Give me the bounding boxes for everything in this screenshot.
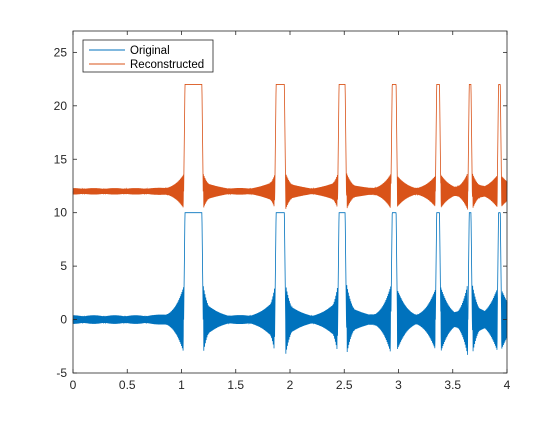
- legend: Original Reconstructed: [82, 39, 214, 73]
- y-tick-label: 15: [54, 152, 68, 166]
- x-tick-label: 1.5: [227, 378, 244, 392]
- x-tick-label: 4: [504, 378, 511, 392]
- legend-label-original: Original: [130, 45, 170, 57]
- x-tick-label: 0: [70, 378, 77, 392]
- series-line-original: [72, 212, 508, 355]
- x-tick-label: 2.5: [336, 378, 353, 392]
- series-line-reconstructed: [72, 84, 508, 210]
- y-tick-label: 25: [54, 45, 68, 59]
- x-tick-label: 3.5: [444, 378, 461, 392]
- legend-box: [82, 39, 214, 73]
- x-tick-label: 0.5: [119, 378, 136, 392]
- x-axis: 0 0.5 1 1.5 2 2.5 3 3.5 4: [70, 31, 511, 392]
- series-layer: [72, 84, 508, 355]
- y-axis: -5 0 5 10 15 20 25: [54, 45, 507, 380]
- y-tick-label: -5: [56, 366, 67, 380]
- y-tick-label: 5: [60, 259, 67, 273]
- x-tick-label: 3: [395, 378, 402, 392]
- y-tick-label: 10: [54, 206, 68, 220]
- x-tick-label: 1: [178, 378, 185, 392]
- y-tick-label: 0: [60, 313, 67, 327]
- legend-label-reconstructed: Reconstructed: [130, 59, 204, 71]
- x-tick-label: 2: [287, 378, 294, 392]
- y-tick-label: 20: [54, 99, 68, 113]
